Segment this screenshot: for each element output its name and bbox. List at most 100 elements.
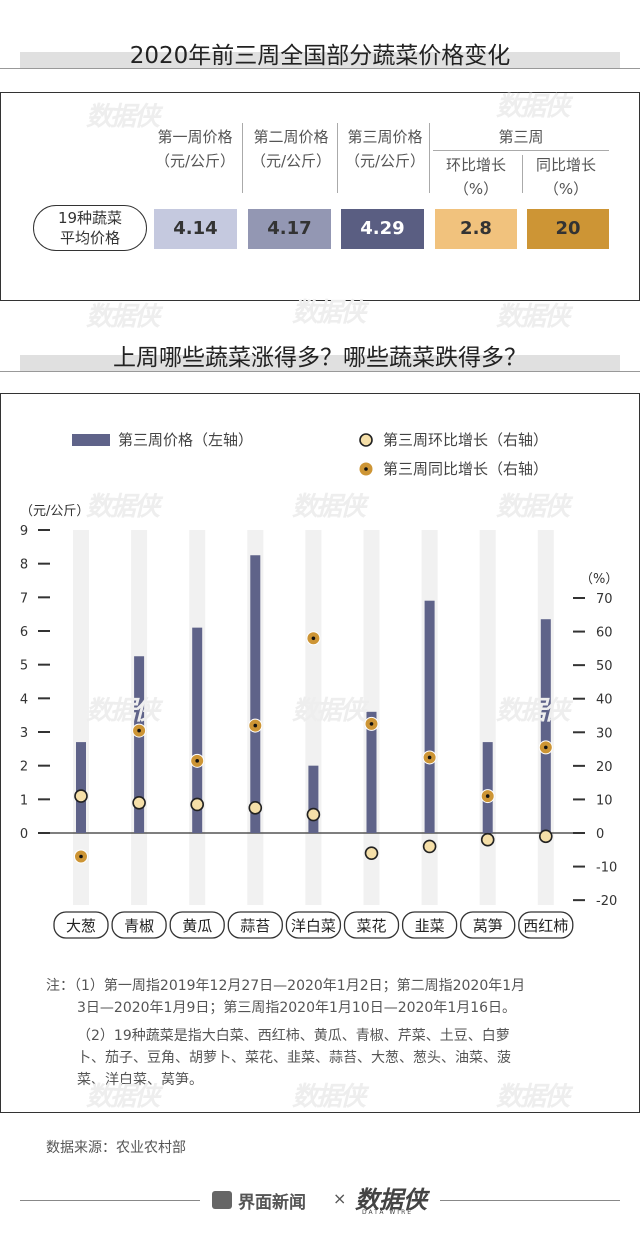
watermark: 数据侠: [86, 302, 160, 332]
legend-mom-swatch: [359, 433, 373, 447]
mom-marker: [132, 795, 146, 810]
divider: [242, 123, 243, 193]
price-bar: [540, 619, 551, 833]
category-pill: [227, 911, 283, 939]
category-pill: [285, 911, 342, 939]
category-pill: [169, 911, 225, 939]
category-label: 大葱: [66, 917, 96, 935]
right-tick-label: 20: [596, 760, 613, 775]
title-rule: [0, 371, 640, 372]
value-yoy: 20: [527, 209, 609, 249]
category-pill: [343, 911, 400, 939]
category-label: 洋白菜: [291, 917, 336, 935]
price-bar: [250, 555, 261, 833]
price-bar: [482, 742, 493, 833]
category-pill: [401, 911, 458, 939]
left-tick-label: 8: [20, 558, 28, 573]
brand-jiemian: 界面新闻: [238, 1193, 306, 1213]
mom-marker: [364, 846, 379, 860]
right-tick-label: 50: [596, 659, 613, 674]
category-label: 青椒: [124, 917, 154, 935]
value-week3: 4.29: [341, 209, 424, 249]
right-tick-label: 60: [596, 626, 613, 641]
vegetable-chart: 0 1 2 3 4 5 6 7 8 9 （元/公斤） -20 -10 0 10 20 30 40 50 60 70 （%）…: [20, 431, 618, 939]
yoy-marker-dot: [195, 759, 199, 763]
col1-header: 第一周价格 （元/公斤）: [154, 128, 236, 170]
watermark: 数据侠: [292, 696, 366, 726]
category-label: 韭菜: [415, 917, 445, 935]
price-bar: [424, 600, 435, 833]
mom-marker: [538, 829, 553, 844]
watermark: 数据侠: [86, 492, 160, 522]
right-tick-label: 0: [596, 827, 604, 842]
notes: 注：（1）第一周指2019年12月27日—2020年1月2日；第二周指2020年…: [46, 978, 526, 1088]
title-band: [20, 52, 620, 68]
legend-yoy-swatch-dot: [364, 467, 368, 471]
page-title: 2020年前三周全国部分蔬菜价格变化: [129, 43, 511, 69]
brand-datawire: 数据侠: [355, 1186, 427, 1214]
right-tick-label: 10: [596, 793, 613, 808]
divider: [433, 150, 609, 151]
watermark: 数据侠: [292, 492, 366, 522]
category-label: 菜花: [356, 917, 386, 935]
title-band: [20, 355, 620, 371]
mom-marker: [422, 839, 437, 854]
watermark: 数据侠: [86, 1082, 160, 1112]
col3-header: 第三周价格 （元/公斤）: [344, 128, 426, 170]
col4-header: 环比增长 （%）: [445, 156, 506, 198]
yoy-marker-dot: [544, 745, 548, 750]
value-week1: 4.14: [154, 209, 237, 249]
right-axis-label: （%）: [580, 572, 618, 587]
price-bar: [76, 742, 86, 833]
mom-marker: [190, 797, 204, 812]
right-tick-label: -20: [596, 894, 617, 909]
yoy-marker-dot: [485, 794, 490, 798]
category-pill: [460, 911, 516, 939]
footer-rule: [440, 1200, 620, 1201]
left-tick-label: 2: [20, 760, 28, 775]
data-source: 数据来源：农业农村部: [46, 1140, 186, 1156]
title-rule: [0, 68, 640, 69]
right-tick-label: 30: [596, 726, 613, 741]
left-tick-label: 4: [20, 692, 28, 707]
yoy-marker-dot: [253, 723, 258, 728]
watermark: 数据侠: [86, 696, 160, 726]
category-pill: [518, 911, 574, 939]
mom-marker: [306, 807, 321, 822]
left-tick-label: 9: [20, 524, 28, 539]
row-label: 19种蔬菜 平均价格: [33, 205, 147, 251]
brand-datawire-sub: DATA WIRE: [362, 1209, 414, 1216]
watermark: 数据侠: [496, 92, 570, 122]
mom-marker: [74, 789, 88, 803]
divider: [337, 123, 338, 193]
price-bar: [308, 765, 319, 833]
left-tick-label: 0: [20, 827, 28, 842]
category-pill: [53, 911, 109, 939]
price-bar: [366, 711, 377, 833]
brand-separator: ×: [333, 1189, 347, 1208]
watermark: 数据侠: [292, 298, 366, 328]
watermark: 数据侠: [496, 696, 570, 726]
price-bar: [192, 627, 203, 833]
right-tick-label: 70: [596, 592, 613, 607]
divider: [429, 123, 430, 193]
yoy-marker-dot: [137, 728, 141, 733]
watermark: 数据侠: [496, 492, 570, 522]
yoy-marker-dot: [79, 854, 83, 859]
legend-label: 第三周同比增长（右轴）: [383, 460, 548, 478]
right-tick-label: 40: [596, 693, 613, 708]
divider: [522, 155, 523, 193]
legend-bar-swatch: [72, 434, 110, 446]
category-label: 黄瓜: [182, 917, 212, 935]
yoy-marker-dot: [311, 636, 316, 641]
category-label: 莴笋: [473, 917, 503, 935]
col2-header: 第二周价格 （元/公斤）: [250, 128, 332, 170]
watermark: 数据侠: [496, 1082, 570, 1112]
section-title: 上周哪些蔬菜涨得多？哪些蔬菜跌得多？: [113, 345, 527, 371]
yoy-marker-dot: [427, 755, 432, 760]
watermark: 数据侠: [292, 1082, 366, 1112]
left-tick-label: 3: [20, 726, 28, 741]
legend-label: 第三周价格（左轴）: [118, 431, 253, 449]
price-bar: [134, 656, 145, 833]
column-band: [479, 530, 496, 905]
